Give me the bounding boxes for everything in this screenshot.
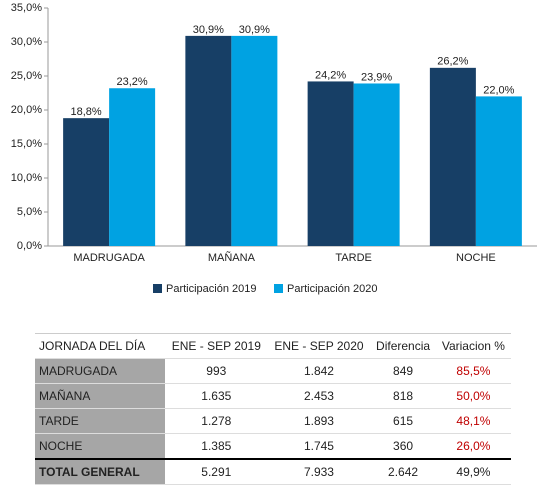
table-cell: 48,1%: [435, 408, 511, 434]
table-row: NOCHE 1.385 1.745 360 26,0%: [35, 433, 511, 460]
table-cell: Variacion %: [435, 333, 511, 359]
bar: [63, 118, 110, 246]
value-label: 24,2%: [315, 69, 346, 81]
table-cell: MAÑANA: [35, 383, 165, 409]
x-tick-label: MAÑANA: [208, 251, 256, 264]
table-cell: 1.385: [165, 433, 268, 460]
legend-swatch: [153, 284, 162, 293]
table-cell: ENE - SEP 2020: [267, 333, 371, 359]
bar: [353, 83, 400, 246]
table-cell: 849: [370, 358, 436, 384]
value-label: 30,9%: [193, 24, 224, 36]
y-tick-label: 0,0%: [17, 240, 42, 252]
table-row: JORNADA DEL DÍA ENE - SEP 2019 ENE - SEP 2…: [35, 333, 511, 359]
legend-label: Participación 2020: [287, 283, 378, 295]
y-tick-label: 20,0%: [11, 104, 42, 116]
y-tick-label: 25,0%: [11, 70, 42, 82]
table-cell: 26,0%: [435, 433, 511, 460]
table-cell: 50,0%: [435, 383, 511, 409]
table-cell: MADRUGADA: [35, 358, 165, 384]
table-cell: JORNADA DEL DÍA: [35, 333, 165, 359]
table-cell: 615: [370, 408, 436, 434]
legend-label: Participación 2019: [166, 283, 257, 295]
data-table: JORNADA DEL DÍA ENE - SEP 2019 ENE - SEP 2…: [35, 333, 511, 485]
x-tick-label: MADRUGADA: [73, 252, 145, 264]
bar: [231, 35, 278, 246]
table-cell: 5.291: [165, 458, 268, 485]
y-tick-label: 5,0%: [17, 206, 42, 218]
x-tick-label: TARDE: [335, 252, 371, 264]
value-label: 26,2%: [437, 56, 468, 68]
table-cell: 360: [370, 433, 436, 460]
table-cell: 1.635: [165, 383, 268, 409]
table-cell: 1.893: [267, 408, 371, 434]
table-row: MADRUGADA 993 1.842 849 85,5%: [35, 358, 511, 384]
table-cell: TOTAL GENERAL: [35, 458, 165, 485]
table-cell: 1.842: [267, 358, 371, 384]
y-tick-label: 30,0%: [11, 36, 42, 48]
table-cell: 85,5%: [435, 358, 511, 384]
bar: [185, 35, 232, 246]
table-cell: 1.278: [165, 408, 268, 434]
value-label: 18,8%: [71, 106, 102, 118]
legend-swatch: [274, 284, 283, 293]
value-label: 23,9%: [361, 71, 392, 83]
table-cell: 2.453: [267, 383, 371, 409]
table-cell: 7.933: [267, 458, 371, 485]
table-cell: 2.642: [370, 458, 436, 485]
value-label: 22,0%: [483, 84, 514, 96]
x-tick-label: NOCHE: [456, 252, 496, 264]
table-cell: ENE - SEP 2019: [165, 333, 268, 359]
value-label: 23,2%: [117, 76, 148, 88]
bar: [475, 96, 522, 247]
table-cell: TARDE: [35, 408, 165, 434]
bar: [307, 81, 354, 246]
value-label: 30,9%: [239, 24, 270, 36]
table-row: MAÑANA 1.635 2.453 818 50,0%: [35, 383, 511, 409]
table-cell: Diferencia: [370, 333, 436, 359]
bar: [429, 67, 476, 246]
bar: [109, 88, 156, 247]
table-cell: 818: [370, 383, 436, 409]
table-row: TOTAL GENERAL 5.291 7.933 2.642 49,9%: [35, 458, 511, 485]
table-cell: 993: [165, 358, 268, 384]
chart: 0,0% 5,0% 10,0% 15,0% 20,0% 25,0% 30,0% 35,0% MA…: [11, 2, 537, 295]
table-cell: NOCHE: [35, 433, 165, 460]
y-tick-label: 15,0%: [11, 138, 42, 150]
table-row: TARDE 1.278 1.893 615 48,1%: [35, 408, 511, 434]
y-tick-label: 10,0%: [11, 172, 42, 184]
table-cell: 49,9%: [435, 458, 511, 485]
table-cell: 1.745: [267, 433, 371, 460]
y-tick-label: 35,0%: [11, 2, 42, 14]
